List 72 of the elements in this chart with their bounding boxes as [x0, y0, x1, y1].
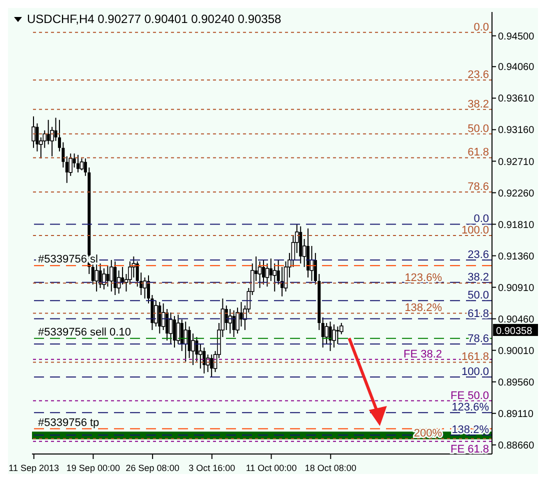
annotation: 23.6 [468, 248, 489, 261]
x-tick-label: 18 Oct 08:00 [304, 463, 356, 473]
x-tick-label: 11 Sep 2013 [8, 463, 60, 473]
candlestick [94, 262, 98, 292]
candlestick [76, 154, 80, 173]
candlestick [110, 259, 114, 292]
candlestick [106, 265, 110, 288]
x-tick-label: 19 Sep 00:00 [66, 463, 120, 473]
candlestick [336, 326, 340, 345]
candlestick [328, 321, 332, 352]
ref-line-label: #5339756 tp [38, 416, 100, 429]
annotation: 23.6 [468, 68, 489, 81]
candlestick [321, 316, 324, 348]
candlestick [210, 354, 214, 378]
annotation: 138.2% [452, 424, 490, 436]
annotation: 100.0 [461, 224, 489, 236]
candlestick [195, 336, 198, 362]
x-tick-label: 11 Oct 00:00 [246, 463, 297, 473]
candlestick [65, 156, 68, 184]
y-tick-label: 0.90910 [498, 282, 535, 294]
candlestick [102, 268, 106, 290]
candlestick [265, 262, 270, 288]
y-tick-label: 0.94060 [498, 62, 535, 74]
candlestick [158, 301, 162, 334]
candlestick [184, 321, 188, 362]
y-tick-label: 0.93610 [498, 94, 535, 105]
text: 0.90358 [496, 326, 532, 337]
annotation: FE 38.2 [403, 348, 442, 360]
candlestick [262, 259, 265, 285]
y-tick-label: 0.92260 [498, 188, 535, 200]
candlestick [114, 260, 117, 296]
y-tick-label: 0.91810 [498, 220, 535, 231]
y-tick-label: 0.90460 [498, 314, 535, 326]
annotation: 61.8 [468, 146, 489, 159]
annotation: 0.0 [474, 21, 489, 34]
candlestick [172, 316, 176, 348]
annotation: 123.6% [452, 402, 490, 414]
annotation: 100.0 [461, 366, 489, 378]
annotation: 50.0 [468, 290, 489, 302]
annotation: FE 61.8 [450, 443, 489, 456]
chart-title: USDCHF,H4 0.90277 0.90401 0.90240 0.90358 [27, 12, 282, 26]
annotation: 61.8 [468, 308, 489, 320]
candlestick [228, 308, 232, 334]
candlestick [32, 116, 36, 148]
x-tick-label: 26 Sep 08:00 [126, 463, 180, 473]
candlestick [332, 324, 336, 348]
candlestick [240, 301, 243, 328]
annotation: 78.6 [468, 181, 489, 194]
y-tick-label: 0.91360 [498, 251, 535, 262]
annotation: 161.8 [461, 351, 489, 364]
ref-line-label: #5339756 sell 0.10 [38, 326, 131, 338]
annotation: FE 50.0 [450, 390, 489, 402]
y-tick-label: 0.90010 [498, 346, 535, 357]
annotation: 50.0 [468, 122, 489, 135]
annotation: 0.0 [474, 213, 489, 226]
candlestick [46, 119, 50, 145]
y-tick-label: 0.88660 [498, 440, 535, 452]
candlestick [202, 347, 206, 374]
x-tick-label: 3 Oct 16:00 [188, 463, 236, 473]
annotation: 138.2% [404, 302, 442, 314]
annotation: 38.2 [468, 98, 489, 110]
annotation: 123.6% [404, 272, 442, 284]
y-tick-label: 0.89110 [498, 408, 534, 420]
y-tick-label: 0.92710 [498, 156, 535, 168]
y-tick-label: 0.94500 [498, 31, 535, 42]
candlestick [258, 260, 262, 288]
y-tick-label: 0.89560 [498, 377, 535, 388]
candlestick [272, 262, 277, 292]
candlestick [168, 312, 173, 345]
candlestick [232, 310, 236, 338]
annotation: 38.2 [468, 271, 489, 284]
y-tick-label: 0.93160 [498, 125, 535, 136]
